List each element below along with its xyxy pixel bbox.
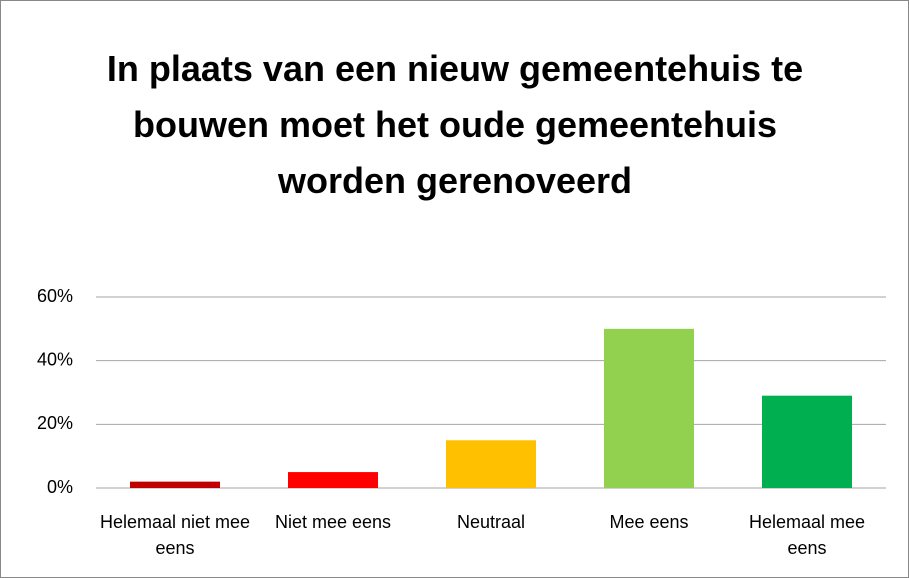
x-tick-label: Helemaal mee eens (748, 512, 866, 558)
bar (762, 395, 852, 488)
bar (446, 440, 536, 488)
y-tick-label: 60% (37, 286, 73, 306)
y-tick-label: 40% (37, 349, 73, 369)
bar (130, 481, 220, 488)
x-tick-label: Helemaal niet mee eens (99, 512, 251, 558)
bar (288, 472, 378, 488)
chart-title: In plaats van een nieuw gemeentehuis te … (106, 48, 804, 201)
x-tick-label: Mee eens (609, 512, 689, 532)
x-tick-label: Neutraal (456, 512, 526, 532)
bar (604, 328, 694, 488)
x-tick-label: Niet mee eens (274, 512, 392, 532)
y-tick-label: 0% (47, 477, 73, 497)
y-tick-label: 20% (37, 413, 73, 433)
